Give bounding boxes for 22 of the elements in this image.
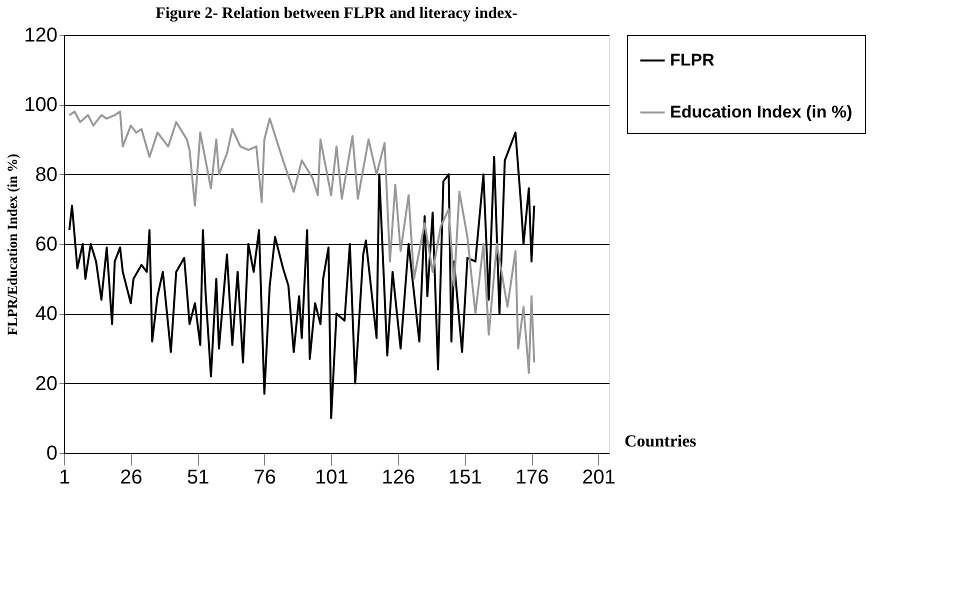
x-tick-label: 101 xyxy=(314,466,348,488)
x-tick-label: 1 xyxy=(58,466,70,488)
x-tick-label: 76 xyxy=(254,466,276,488)
y-tick-label: 80 xyxy=(35,164,58,186)
line-series xyxy=(68,110,536,374)
x-axis-title: Countries xyxy=(624,432,697,450)
x-tick-label: 26 xyxy=(120,466,142,488)
x-tick-label: 176 xyxy=(515,466,549,488)
y-tick-label: 60 xyxy=(35,234,58,256)
x-tick-label: 201 xyxy=(582,466,616,488)
y-axis-title: FLPR/Education Index (in %) xyxy=(6,153,22,336)
legend-label: Education Index (in %) xyxy=(670,102,852,122)
x-tick-label: 126 xyxy=(382,466,416,488)
legend-label: FLPR xyxy=(670,50,714,70)
chart-title: Figure 2- Relation between FLPR and literacy index- xyxy=(156,5,518,22)
x-tick-label: 51 xyxy=(186,466,210,488)
y-tick-label: 20 xyxy=(35,372,58,395)
y-tick-label: 100 xyxy=(24,94,58,116)
y-tick-label: 40 xyxy=(35,303,58,326)
y-tick-label: 120 xyxy=(24,24,58,46)
y-tick-label: 0 xyxy=(46,442,58,464)
x-tick-label: 151 xyxy=(448,466,482,488)
